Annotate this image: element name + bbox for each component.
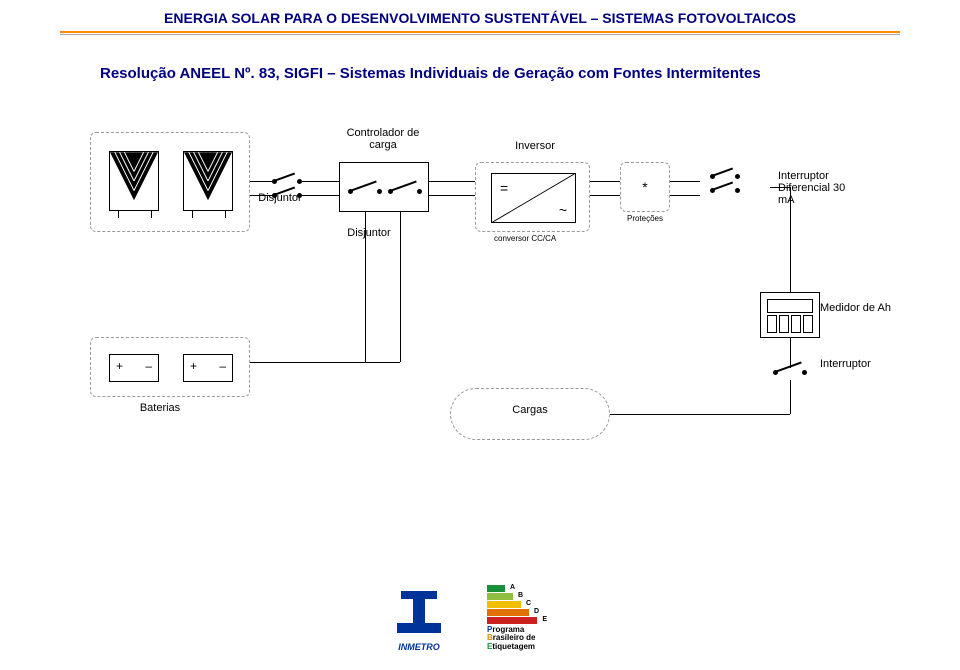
inmetro-logo: INMETRO [383,589,455,652]
protecoes-label: Proteções [622,214,668,223]
inverter-box: = ~ conversor CC/CA [475,162,590,232]
wire [770,187,790,188]
ah-meter [760,292,820,338]
battery: + – [109,354,159,382]
diagram: Controlador de carga Disjuntor Disjuntor… [0,92,960,512]
medidor-label: Medidor de Ah [820,302,910,314]
pv-modules-box [90,132,250,232]
wire [670,195,700,196]
baterias-label: Baterias [120,402,200,414]
wire [250,195,272,196]
disjuntor-label: Disjuntor [344,227,394,239]
header-divider [0,31,960,35]
wire [400,212,401,362]
wire [250,181,272,182]
wire [670,181,700,182]
wire [790,380,791,414]
controller-label: Controlador de carga [338,127,428,151]
battery: + – [183,354,233,382]
footer: INMETRO A B C D E Programa Brasileiro de… [0,585,960,652]
inmetro-text: INMETRO [383,642,455,652]
star-icon: * [642,179,647,195]
cargas-label: Cargas [500,404,560,416]
disjuntor-label: Disjuntor [255,192,305,204]
differential-breaker [700,162,770,212]
ac-symbol: ~ [559,202,567,218]
wire [590,195,620,196]
subtitle: Resolução ANEEL Nº. 83, SIGFI – Sistemas… [100,65,960,82]
wire [250,362,400,363]
interruptor-label: Interruptor [820,358,900,370]
wire [429,181,475,182]
charge-controller [339,162,429,212]
conversor-label: conversor CC/CA [494,234,556,243]
page-header: ENERGIA SOLAR PARA O DESENVOLVIMENTO SUS… [0,0,960,31]
header-title: ENERGIA SOLAR PARA O DESENVOLVIMENTO SUS… [164,10,796,26]
inversor-label: Inversor [490,140,580,152]
wire [365,212,366,362]
pv-panel [109,151,159,211]
dc-symbol: = [500,180,508,196]
wire [610,414,790,415]
pbe-logo: A B C D E Programa Brasileiro de Etiquet… [487,585,577,652]
wire [429,195,475,196]
protections-box: * [620,162,670,212]
wire [790,187,791,292]
interruptor [753,362,823,380]
battery-box: + – + – [90,337,250,397]
wire [590,181,620,182]
pv-panel [183,151,233,211]
wire [302,181,339,182]
wire [302,195,339,196]
